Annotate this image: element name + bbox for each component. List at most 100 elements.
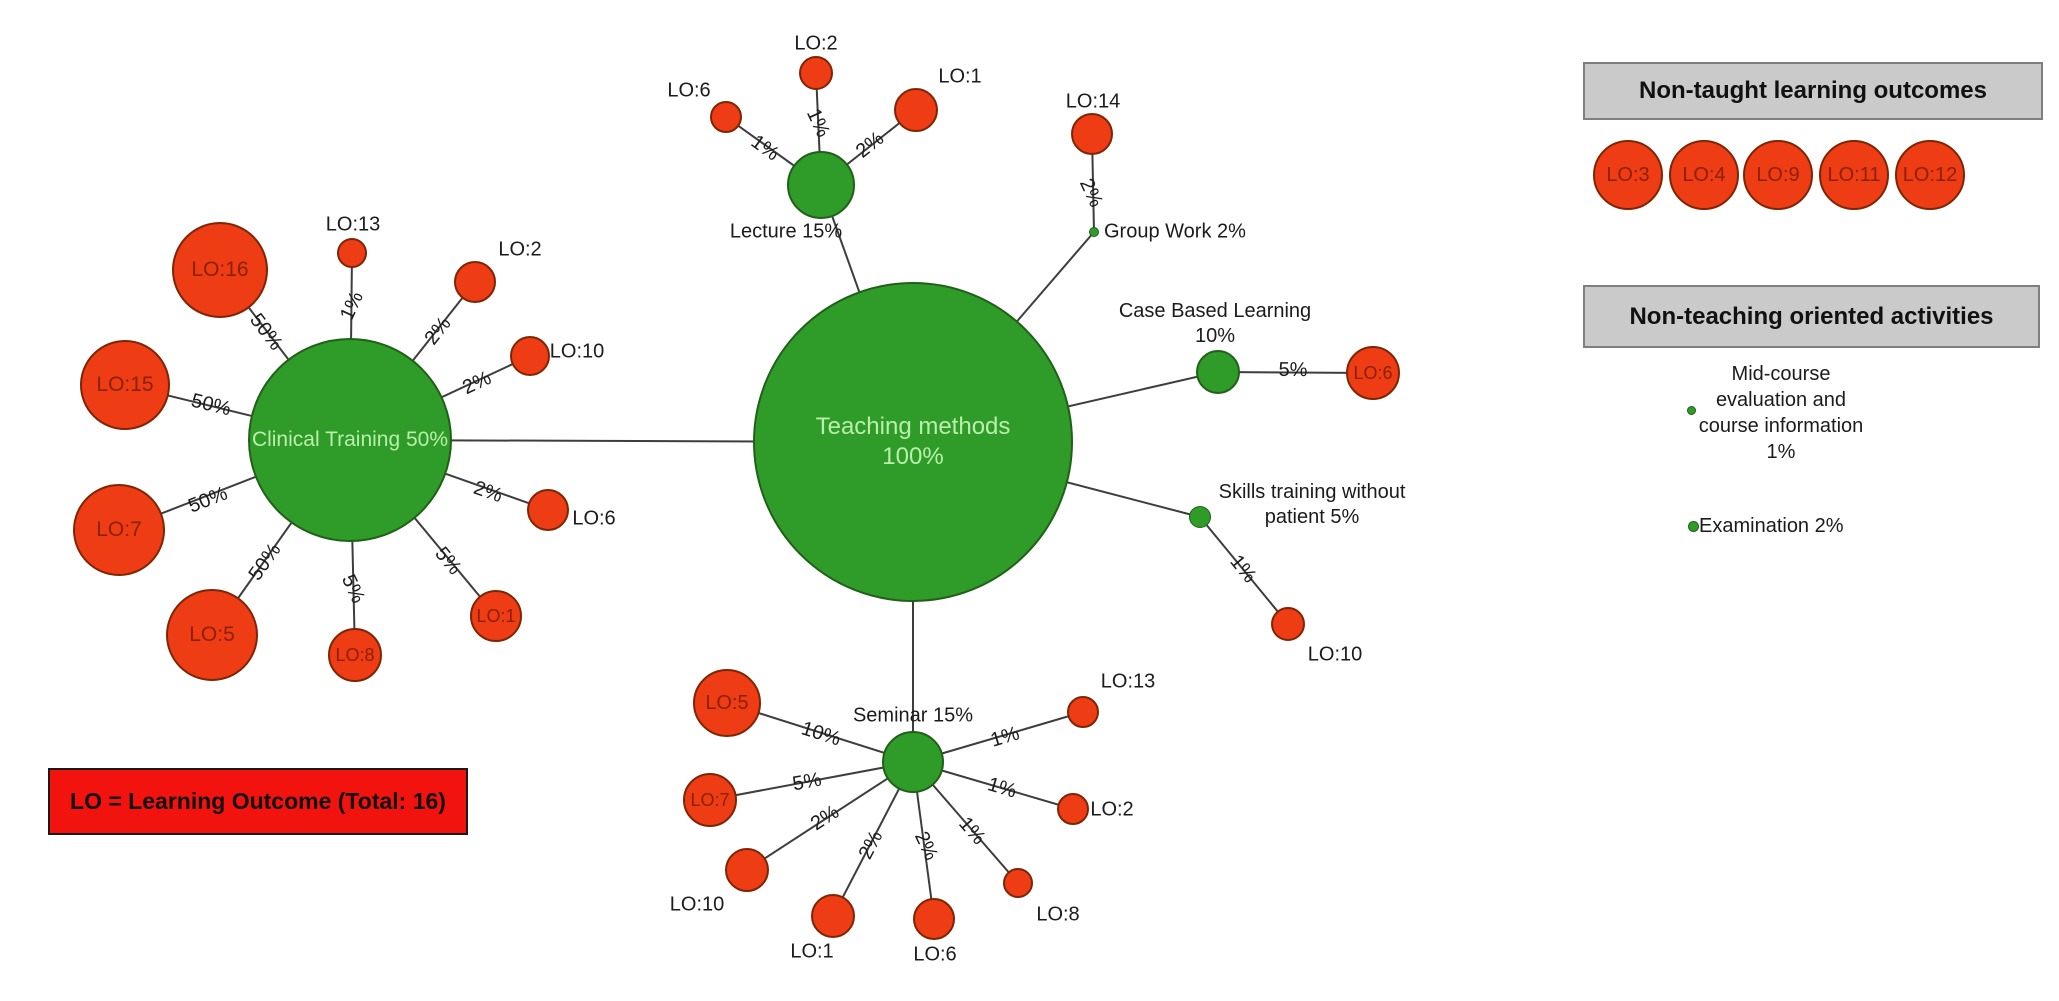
node-c-lo1: LO:1 bbox=[470, 590, 522, 642]
node-c-lo7: LO:7 bbox=[73, 484, 165, 576]
node-p-lo9: LO:9 bbox=[1743, 140, 1813, 210]
label-line: LO:13 bbox=[1100, 670, 1156, 693]
node-groupwork bbox=[1089, 227, 1099, 237]
node-label: LO:8 bbox=[335, 644, 375, 665]
node-s-lo5: LO:5 bbox=[693, 669, 761, 737]
node-seminar bbox=[882, 731, 944, 793]
node-sk-lo10 bbox=[1271, 607, 1305, 641]
node-label: 100% bbox=[882, 443, 944, 470]
label-line: LO:10 bbox=[549, 340, 605, 363]
label-line: LO:2 bbox=[794, 32, 838, 55]
node-label: LO:12 bbox=[1902, 163, 1958, 186]
node-p-lo12: LO:12 bbox=[1895, 140, 1965, 210]
label-c-lo10: LO:10 bbox=[550, 340, 604, 365]
label-line: LO:13 bbox=[325, 213, 381, 236]
label-line: LO:2 bbox=[498, 238, 542, 261]
label-line: LO:10 bbox=[669, 893, 725, 916]
node-c-lo10 bbox=[510, 336, 550, 376]
node-c-lo2 bbox=[454, 261, 496, 303]
non-teaching-activities-title: Non-teaching oriented activities bbox=[1629, 302, 1994, 330]
node-cbl bbox=[1196, 350, 1240, 394]
node-p-lo11: LO:11 bbox=[1819, 140, 1889, 210]
label-c-lo2: LO:2 bbox=[498, 238, 541, 263]
node-label: LO:15 bbox=[96, 373, 154, 396]
label-line: LO:6 bbox=[572, 507, 616, 530]
non-teaching-activities-header-box: Non-teaching oriented activities bbox=[1583, 285, 2040, 348]
node-label: LO:6 bbox=[1353, 362, 1393, 383]
legend-label: LO = Learning Outcome (Total: 16) bbox=[70, 788, 446, 814]
node-c-lo15: LO:15 bbox=[80, 340, 170, 430]
label-line: LO:6 bbox=[667, 79, 711, 102]
non-taught-header-box: Non-taught learning outcomes bbox=[1583, 62, 2043, 120]
midcourse-item: Mid-course evaluation and course informa… bbox=[1699, 361, 1864, 465]
node-label: LO:5 bbox=[705, 691, 749, 714]
label-line: 10% bbox=[1194, 325, 1236, 347]
node-l-lo2 bbox=[799, 56, 833, 90]
label-s-lo13: LO:13 bbox=[1101, 670, 1155, 695]
label-line: Case Based Learning bbox=[1118, 300, 1312, 322]
node-p-lo3: LO:3 bbox=[1593, 140, 1663, 210]
node-c-lo16: LO:16 bbox=[172, 222, 268, 318]
label-line: Lecture 15% bbox=[729, 220, 843, 243]
edge-seminar-s-lo10 bbox=[746, 761, 914, 871]
node-label: LO:1 bbox=[476, 605, 516, 626]
node-lecture bbox=[787, 151, 855, 219]
node-label: LO:16 bbox=[191, 258, 249, 281]
node-label: LO:5 bbox=[189, 623, 235, 646]
node-l-lo6 bbox=[710, 101, 742, 133]
label-groupwork: Group Work 2% bbox=[1104, 220, 1246, 245]
edge-label-cbl-cb-lo6: 5% bbox=[1278, 358, 1308, 382]
node-l-lo1 bbox=[894, 88, 938, 132]
label-line: Seminar 15% bbox=[852, 704, 974, 727]
node-clinical: Clinical Training 50% bbox=[248, 338, 452, 542]
node-cb-lo6: LO:6 bbox=[1346, 346, 1400, 400]
label-sk-lo10: LO:10 bbox=[1308, 643, 1362, 668]
label-cbl: Case Based Learning 10% bbox=[1119, 299, 1311, 349]
label-s-lo10: LO:10 bbox=[670, 893, 724, 918]
label-line: LO:14 bbox=[1065, 90, 1121, 113]
node-label: Clinical Training 50% bbox=[251, 427, 449, 451]
legend-box: LO = Learning Outcome (Total: 16) bbox=[48, 768, 468, 835]
node-p-lo4: LO:4 bbox=[1669, 140, 1739, 210]
node-skills bbox=[1189, 506, 1211, 528]
node-gw-lo14 bbox=[1071, 113, 1113, 155]
label-s-lo1: LO:1 bbox=[790, 940, 833, 965]
midcourse-line: Mid-course bbox=[1731, 363, 1831, 385]
node-label: LO:4 bbox=[1682, 163, 1726, 186]
label-l-lo2: LO:2 bbox=[794, 32, 837, 57]
label-gw-lo14: LO:14 bbox=[1066, 90, 1120, 115]
label-s-lo6: LO:6 bbox=[913, 943, 956, 968]
node-c-lo6 bbox=[527, 489, 569, 531]
node-s-lo2 bbox=[1057, 793, 1089, 825]
label-l-lo1: LO:1 bbox=[938, 65, 981, 90]
label-line: Skills training without bbox=[1218, 481, 1406, 503]
label-line: LO:10 bbox=[1307, 643, 1363, 666]
node-label: LO:3 bbox=[1606, 163, 1650, 186]
label-l-lo6: LO:6 bbox=[667, 79, 710, 104]
node-label: Teaching methods bbox=[815, 413, 1011, 440]
node-s-lo1 bbox=[811, 894, 855, 938]
edge-skills-sk-lo10 bbox=[1199, 516, 1289, 625]
node-s-lo6 bbox=[913, 898, 955, 940]
node-s-lo13 bbox=[1067, 696, 1099, 728]
label-s-lo2: LO:2 bbox=[1090, 798, 1133, 823]
node-c-lo8: LO:8 bbox=[328, 628, 382, 682]
non-taught-title: Non-taught learning outcomes bbox=[1639, 77, 1987, 104]
label-s-lo8: LO:8 bbox=[1036, 903, 1079, 928]
label-skills: Skills training without patient 5% bbox=[1219, 480, 1406, 530]
midcourse-dot-icon bbox=[1687, 406, 1696, 415]
label-lecture: Lecture 15% bbox=[730, 220, 842, 245]
node-label: LO:11 bbox=[1827, 163, 1881, 186]
node-c-lo13 bbox=[337, 238, 367, 268]
node-label: LO:9 bbox=[1756, 163, 1800, 186]
node-label: LO:7 bbox=[690, 789, 730, 810]
label-line: LO:1 bbox=[938, 65, 982, 88]
edge-seminar-s-lo7 bbox=[709, 761, 914, 801]
examination-item: Examination 2% bbox=[1699, 515, 1844, 537]
label-line: patient 5% bbox=[1264, 506, 1360, 528]
label-line: Group Work 2% bbox=[1104, 220, 1246, 243]
label-c-lo6: LO:6 bbox=[572, 507, 615, 532]
node-s-lo8 bbox=[1003, 868, 1033, 898]
label-line: LO:1 bbox=[790, 940, 834, 963]
